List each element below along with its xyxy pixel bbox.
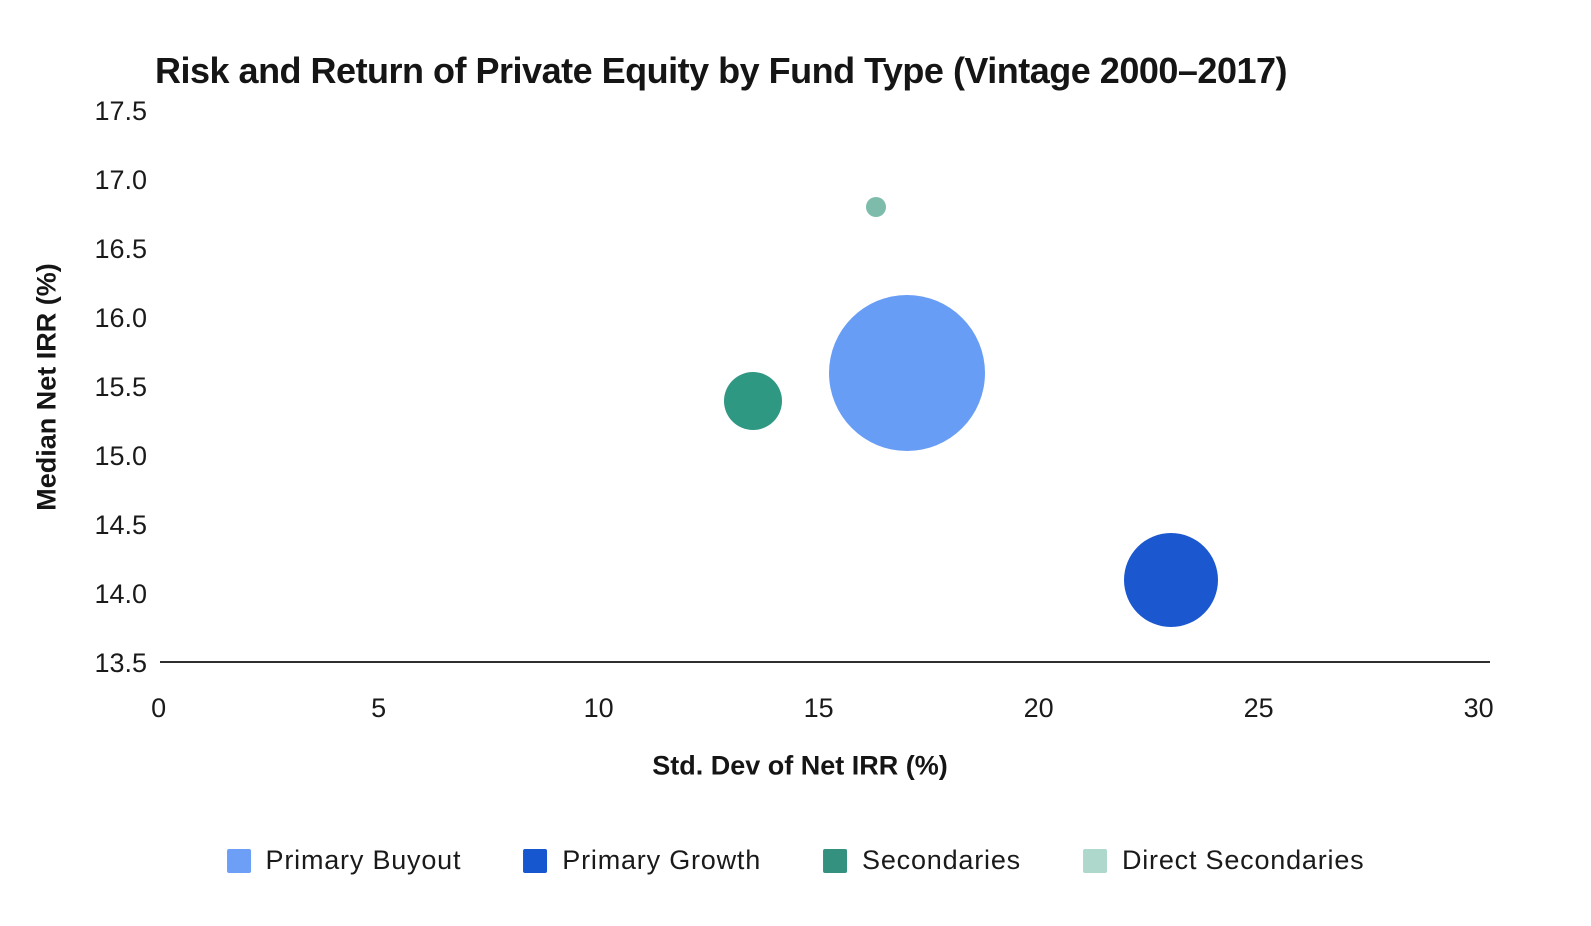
- legend-swatch-icon: [523, 848, 548, 873]
- x-tick-label: 10: [583, 693, 614, 723]
- y-tick-label: 15.5: [94, 371, 147, 402]
- legend-swatch-icon: [226, 848, 251, 873]
- x-axis-line: [160, 661, 1490, 663]
- legend: Primary Buyout Primary Growth Secondaries D…: [226, 845, 1365, 876]
- y-tick-label: 14.5: [94, 509, 147, 540]
- y-tick-label: 17.0: [94, 164, 147, 195]
- legend-label: Secondaries: [862, 845, 1021, 875]
- legend-item-secondaries[interactable]: Secondaries: [823, 845, 1021, 876]
- y-tick-label: 13.5: [94, 647, 147, 678]
- x-tick-label: 25: [1243, 693, 1274, 723]
- legend-swatch-icon: [823, 848, 848, 873]
- legend-label: Primary Buyout: [265, 845, 462, 875]
- x-tick-label: 0: [151, 693, 167, 723]
- legend-item-primary-growth[interactable]: Primary Growth: [523, 845, 761, 876]
- legend-label: Primary Growth: [562, 845, 762, 875]
- x-tick-label: 20: [1023, 693, 1054, 723]
- bubble-direct-secondaries[interactable]: [865, 197, 886, 218]
- bubble-primary-growth[interactable]: [1123, 532, 1218, 627]
- x-axis-title: Std. Dev of Net IRR (%): [652, 750, 948, 781]
- y-tick-label: 17.5: [94, 95, 147, 126]
- chart-title: Risk and Return of Private Equity by Fun…: [155, 50, 1288, 91]
- x-tick-label: 5: [371, 693, 387, 723]
- legend-swatch-icon: [1082, 848, 1107, 873]
- x-tick-label: 30: [1463, 693, 1494, 723]
- bubble-secondaries[interactable]: [723, 371, 782, 430]
- x-tick-label: 15: [803, 693, 834, 723]
- y-tick-label: 14.0: [94, 578, 147, 609]
- y-tick-label: 16.5: [94, 233, 147, 264]
- legend-item-direct-secondaries[interactable]: Direct Secondaries: [1082, 845, 1365, 876]
- bubble-primary-buyout[interactable]: [828, 294, 985, 451]
- y-tick-label: 15.0: [94, 440, 147, 471]
- legend-item-primary-buyout[interactable]: Primary Buyout: [226, 845, 462, 876]
- legend-label: Direct Secondaries: [1121, 845, 1365, 875]
- y-tick-label: 16.0: [94, 302, 147, 333]
